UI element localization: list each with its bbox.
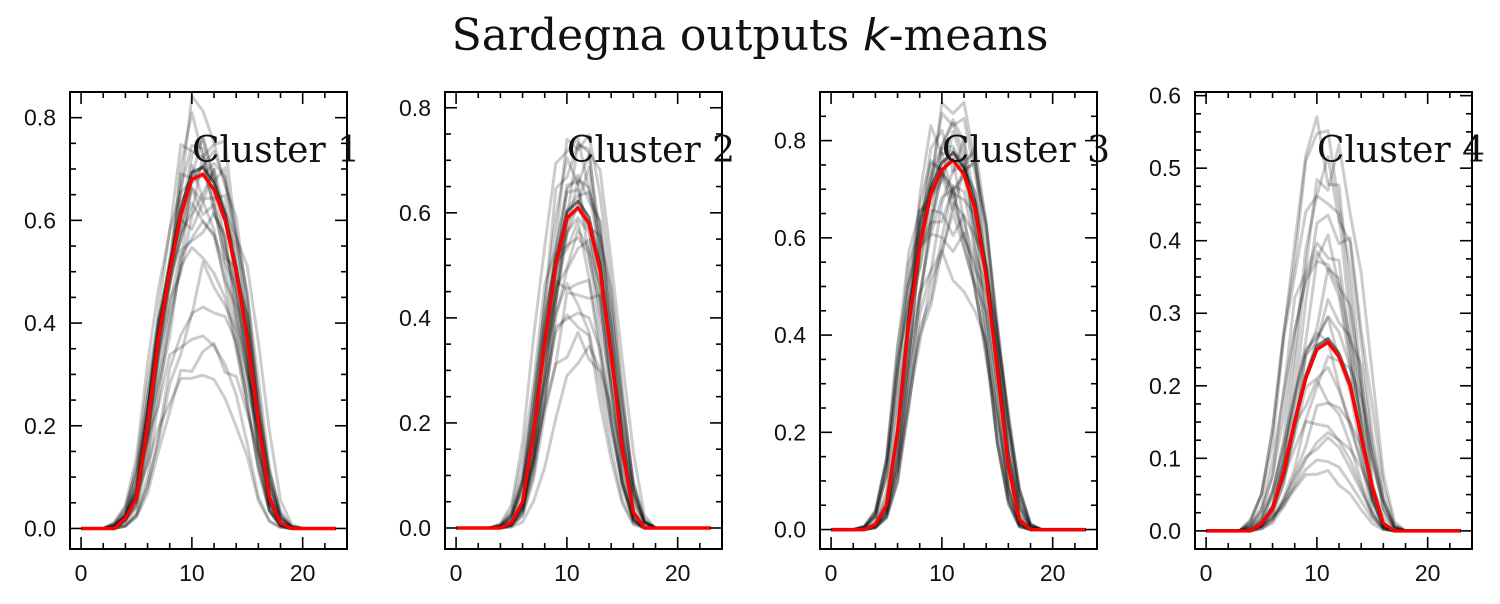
sample-curve	[1206, 458, 1461, 533]
sample-curve	[1206, 378, 1461, 533]
y-tick-label: 0.2	[399, 410, 431, 436]
x-tick-label: 10	[554, 560, 580, 586]
axes-frame	[444, 91, 723, 550]
x-tick-label: 20	[290, 560, 316, 586]
x-tick-label: 0	[1200, 560, 1213, 586]
sample-curves	[456, 133, 711, 530]
sample-curve	[456, 216, 711, 530]
y-tick-label: 0.3	[1149, 300, 1181, 326]
axes-frame	[1194, 91, 1473, 550]
sample-curve	[81, 260, 336, 530]
sample-curve	[81, 187, 336, 530]
title-prefix: Sardegna outputs	[452, 10, 864, 61]
x-tick-label: 10	[1304, 560, 1330, 586]
sample-curve	[456, 344, 711, 530]
cluster-label: Cluster 2	[567, 130, 735, 171]
axes-frame	[69, 91, 348, 550]
y-tick-label: 0.8	[399, 95, 431, 121]
sample-curve	[81, 135, 336, 530]
x-tick-label: 0	[825, 560, 838, 586]
cluster-mean-line	[81, 172, 336, 531]
chart-panel-1: 0 10 20 0.0 0.2 0.4 0.6 0.8 Cluster 1	[24, 91, 360, 586]
sample-curve	[81, 200, 336, 530]
axes-frame	[819, 91, 1098, 550]
cluster-label: Cluster 3	[942, 130, 1110, 171]
sample-curve	[81, 143, 336, 530]
cluster-label: Cluster 1	[192, 130, 360, 171]
y-tick-label: 0.0	[774, 517, 806, 543]
sample-curve	[456, 330, 711, 530]
chart-panel-2: 0 10 20 0.0 0.2 0.4 0.6 0.8 Cluster 2	[399, 91, 735, 586]
y-tick-label: 0.6	[774, 225, 806, 251]
chart-panel-3: 0 10 20 0.0 0.2 0.4 0.6 0.8 Cluster 3	[774, 91, 1110, 586]
cluster-mean-line	[831, 158, 1086, 532]
sample-curve	[456, 228, 711, 530]
y-tick-label: 0.4	[774, 322, 806, 348]
sample-curve	[456, 143, 711, 530]
sample-curve	[456, 291, 711, 530]
sample-curve	[831, 144, 1086, 532]
sample-curve	[81, 143, 336, 530]
sample-curve	[1206, 259, 1461, 533]
x-tick-label: 20	[1040, 560, 1066, 586]
sample-curve	[456, 282, 711, 530]
sample-curve	[81, 342, 336, 530]
sample-curve	[1206, 436, 1461, 533]
x-tick-label: 0	[450, 560, 463, 586]
cluster-label: Cluster 4	[1317, 130, 1485, 171]
y-tick-label: 0.4	[24, 310, 56, 336]
title-variable: k	[863, 10, 890, 61]
chart-panel-4: 0 10 20 0.0 0.1 0.2 0.3 0.4 0.5 0.6 Cluster 4	[1149, 83, 1485, 586]
y-tick-label: 0.6	[1149, 83, 1181, 109]
y-tick-label: 0.8	[24, 105, 56, 131]
sample-curve	[81, 201, 336, 530]
y-tick-label: 0.4	[399, 305, 431, 331]
sample-curve	[831, 211, 1086, 532]
sample-curve	[81, 373, 336, 530]
sample-curve	[1206, 365, 1461, 533]
sample-curve	[1206, 401, 1461, 533]
cluster-mean-line	[1206, 340, 1461, 533]
x-tick-label: 20	[1415, 560, 1441, 586]
sample-curve	[831, 231, 1086, 532]
sample-curve	[1206, 250, 1461, 533]
y-tick-label: 0.2	[774, 419, 806, 445]
sample-curve	[831, 184, 1086, 532]
sample-curve	[831, 208, 1086, 532]
y-tick-label: 0.4	[1149, 228, 1181, 254]
sample-curve	[456, 219, 711, 530]
title-suffix: -means	[889, 10, 1049, 61]
x-tick-label: 10	[179, 560, 205, 586]
y-tick-label: 0.6	[399, 200, 431, 226]
sample-curve	[1206, 431, 1461, 533]
y-tick-label: 0.2	[24, 413, 56, 439]
y-tick-label: 0.0	[24, 515, 56, 541]
y-tick-label: 0.5	[1149, 155, 1181, 181]
sample-curves	[1206, 115, 1461, 533]
sample-curve	[456, 141, 711, 530]
sample-curve	[1206, 468, 1461, 533]
x-tick-label: 0	[75, 560, 88, 586]
y-tick-label: 0.0	[1149, 518, 1181, 544]
sample-curve	[831, 202, 1086, 532]
sample-curve	[831, 186, 1086, 532]
sample-curve	[81, 211, 336, 530]
cluster-panels: 0 10 20 0.0 0.2 0.4 0.6 0.8 Cluster 1 0 10 20 0.0 0.2…	[24, 83, 1485, 586]
y-tick-label: 0.2	[1149, 373, 1181, 399]
figure-title: Sardegna outputs k-means	[452, 10, 1049, 61]
x-tick-label: 20	[665, 560, 691, 586]
y-tick-label: 0.8	[774, 128, 806, 154]
cluster-mean-line	[456, 205, 711, 530]
sample-curve	[831, 111, 1086, 532]
y-tick-label: 0.6	[24, 207, 56, 233]
sample-curve	[831, 249, 1086, 532]
sample-curve	[81, 245, 336, 530]
sample-curve	[81, 334, 336, 530]
x-tick-label: 10	[929, 560, 955, 586]
y-tick-label: 0.0	[399, 515, 431, 541]
y-tick-label: 0.1	[1149, 445, 1181, 471]
